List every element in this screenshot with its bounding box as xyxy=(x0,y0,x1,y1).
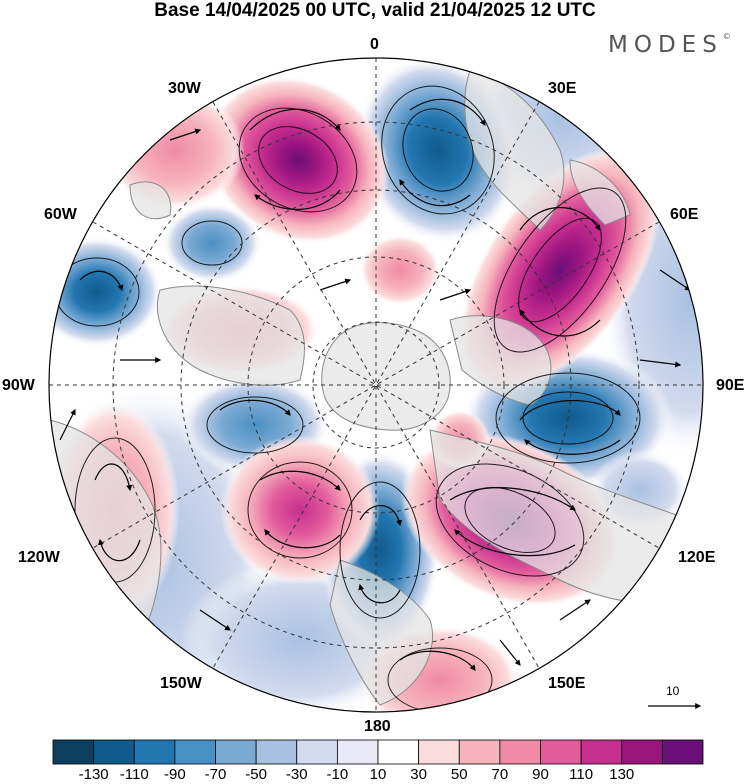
longitude-label-30w: 30W xyxy=(168,80,201,97)
colorbar-tick-label: -90 xyxy=(164,766,186,783)
colorbar-tick-label: -30 xyxy=(285,766,308,783)
contour-lines xyxy=(54,85,641,712)
colorbar-tick-label: 30 xyxy=(410,766,427,783)
longitude-label-120e: 120E xyxy=(678,549,716,566)
colorbar-tick-label: -10 xyxy=(326,766,349,783)
colorbar-tick-label: 90 xyxy=(532,766,549,783)
colorbar-swatch xyxy=(458,739,501,765)
colorbar-swatch xyxy=(174,739,216,765)
colorbar-tick-label: -50 xyxy=(245,766,267,783)
longitude-label-60e: 60E xyxy=(670,206,699,223)
anomaly-field xyxy=(49,58,703,712)
colorbar-swatch xyxy=(133,739,176,765)
longitude-label-60w: 60W xyxy=(44,206,77,223)
longitude-label-90w: 90W xyxy=(2,377,35,394)
modes-brand-logo: MODES© xyxy=(608,32,731,58)
colorbar-swatch xyxy=(418,739,460,765)
graticule xyxy=(49,58,703,712)
longitude-label-30e: 30E xyxy=(548,80,577,97)
colorbar-tick-label: 50 xyxy=(450,766,468,783)
longitude-label-0: 0 xyxy=(370,36,379,53)
longitude-label-90e: 90E xyxy=(716,377,745,394)
longitude-label-120w: 120W xyxy=(18,549,60,566)
longitude-label-150w: 150W xyxy=(160,675,202,692)
colorbar-tick-label: 70 xyxy=(491,766,509,783)
land-masses xyxy=(49,69,701,706)
map-boundary xyxy=(48,57,704,713)
colorbar-swatch xyxy=(336,739,379,765)
map-title: Base 14/04/2025 00 UTC, valid 21/04/2025… xyxy=(154,0,596,21)
reference-vector-label: 10 xyxy=(666,684,680,698)
colorbar-tick-label: -130 xyxy=(78,766,109,783)
colorbar-tick-label: 110 xyxy=(569,766,594,783)
colorbar-swatch xyxy=(215,739,257,765)
longitude-label-150e: 150E xyxy=(548,675,586,692)
colorbar-swatch xyxy=(377,739,420,765)
colorbar-swatch xyxy=(296,739,338,765)
colorbar-tick-labels: -130 -110 -90 -70 -50 -30 -10 10 30 50 70 90 110 130 xyxy=(0,766,750,784)
colorbar-tick-label: -110 xyxy=(119,766,149,783)
colorbar-swatch xyxy=(580,739,623,765)
wind-vectors xyxy=(59,98,691,701)
colorbar-tick-label: 10 xyxy=(369,766,387,783)
colorbar-swatch xyxy=(93,739,135,765)
colorbar-swatch xyxy=(540,739,582,765)
colorbar xyxy=(52,739,704,765)
longitude-label-180: 180 xyxy=(364,718,391,735)
colorbar-swatch xyxy=(255,739,298,765)
colorbar-swatch xyxy=(52,739,95,765)
colorbar-swatch xyxy=(661,739,704,765)
colorbar-swatch xyxy=(621,739,663,765)
colorbar-tick-label: 130 xyxy=(609,766,635,783)
colorbar-tick-label: -70 xyxy=(204,766,227,783)
colorbar-swatch xyxy=(499,739,541,765)
